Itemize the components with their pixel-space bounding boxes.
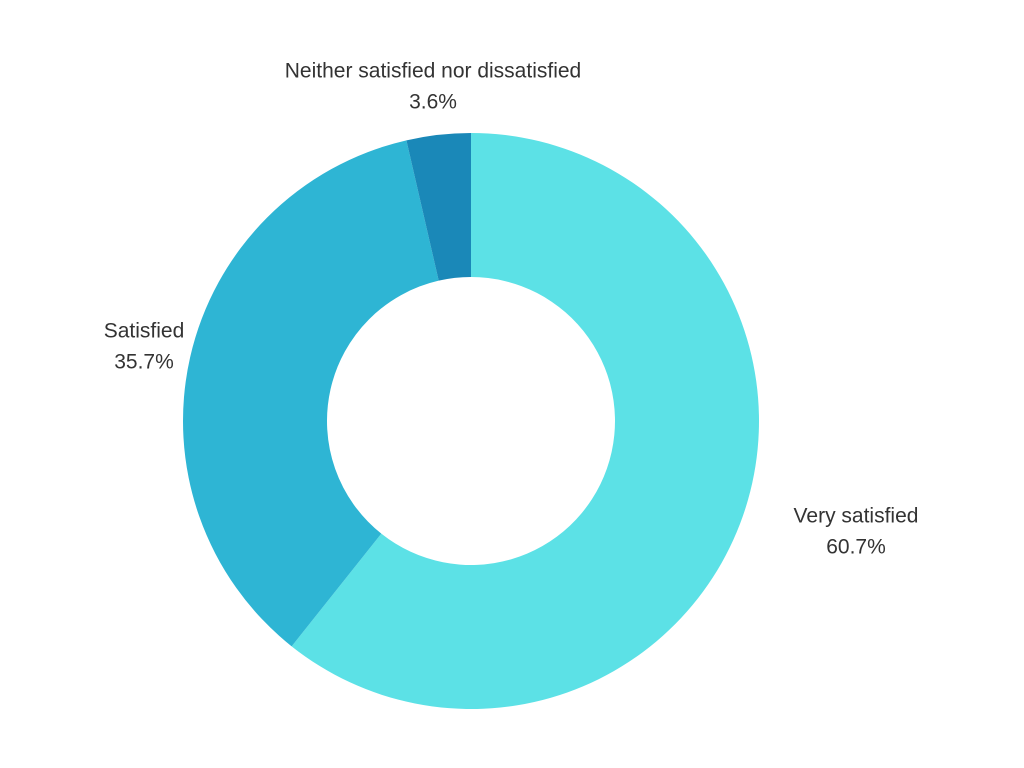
slice-label: Neither satisfied nor dissatisfied [285, 60, 581, 83]
chart-slices [182, 133, 759, 709]
chart-labels: Very satisfied 60.7% Satisfied 35.7% Neither… [104, 60, 919, 559]
slice-satisfied [182, 140, 439, 647]
slice-very-satisfied [291, 133, 759, 709]
slice-neither-satisfied-nor-dissatisfied [406, 133, 471, 281]
slice-label: Very satisfied [794, 505, 919, 528]
slice-value-label: 60.7% [826, 536, 886, 559]
slice-value-label: 35.7% [114, 351, 174, 374]
slice-value-label: 3.6% [409, 91, 457, 114]
slice-label: Satisfied [104, 320, 185, 343]
